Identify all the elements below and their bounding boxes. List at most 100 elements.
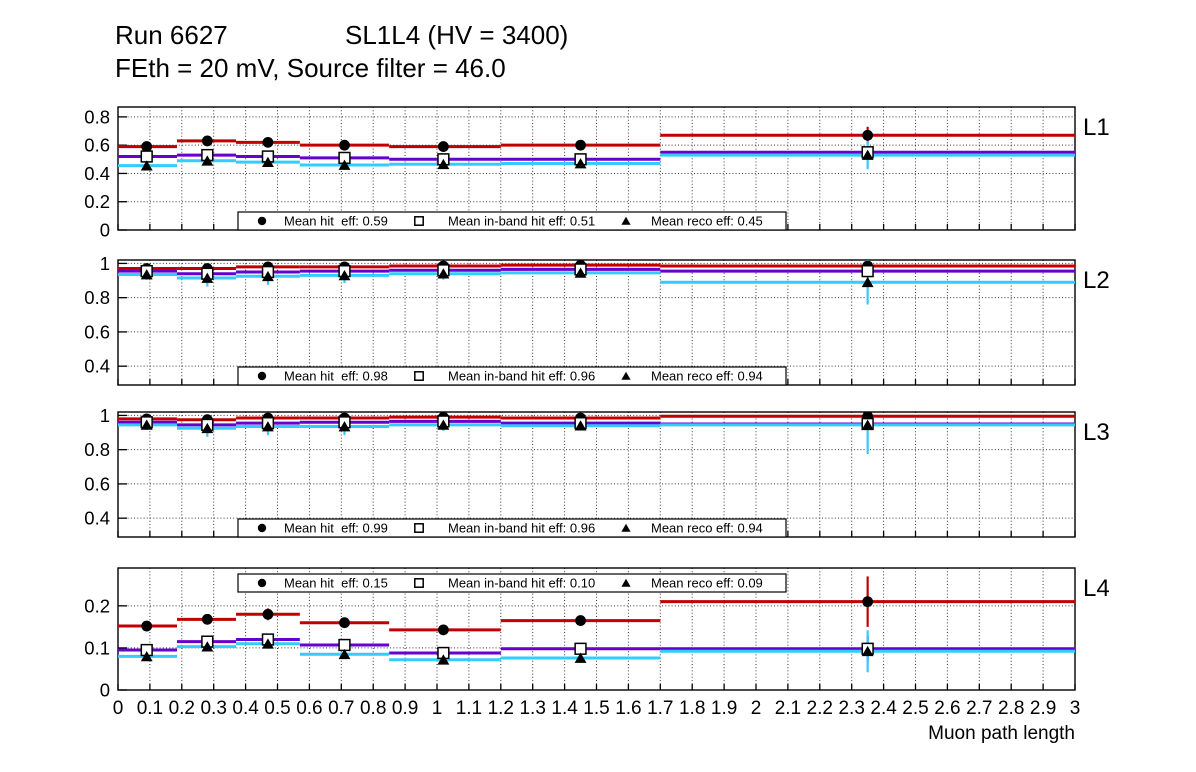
marker-filled-triangle (338, 270, 351, 281)
x-tick-label: 2.4 (870, 698, 897, 719)
y-tick-label: 0.8 (84, 106, 110, 127)
x-tick-label: 0.2 (169, 698, 195, 719)
legend-label: Mean hit eff: 0.98 (284, 369, 388, 384)
x-tick-label: 2.5 (902, 698, 928, 719)
marker-filled-triangle (574, 158, 587, 169)
legend-marker-filled-circle (257, 371, 267, 381)
legend-label: Mean hit eff: 0.99 (284, 521, 388, 536)
legend-marker-filled-triangle (621, 216, 631, 225)
legend-label: Mean reco eff: 0.45 (651, 214, 763, 229)
grid (118, 412, 1075, 537)
marker-filled-triangle (861, 645, 874, 657)
x-tick-label: 1.4 (551, 698, 578, 719)
marker-filled-triangle (437, 419, 450, 430)
page-title-condition: SL1L4 (HV = 3400) (345, 20, 569, 50)
marker-filled-circle (862, 129, 874, 141)
marker-filled-circle (575, 615, 586, 626)
marker-filled-circle (201, 135, 213, 147)
y-tick-label: 0.8 (84, 287, 110, 308)
x-tick-label: 0.5 (264, 698, 290, 719)
x-tick-label: 2.7 (966, 698, 992, 719)
marker-filled-triangle (338, 421, 351, 432)
y-tick-label: 0.4 (84, 508, 110, 529)
marker-filled-triangle (140, 269, 153, 280)
legend-label: Mean in-band hit eff: 0.96 (448, 369, 595, 384)
page-title-run: Run 6627 (115, 20, 228, 50)
x-tick-label: 0 (113, 698, 124, 719)
y-tick-label: 0.8 (84, 439, 110, 460)
marker-open-square (140, 150, 153, 163)
x-tick-label: 1.8 (679, 698, 705, 719)
panel-label-L3: L3 (1083, 419, 1110, 446)
page-subtitle: FEth = 20 mV, Source filter = 46.0 (115, 53, 506, 83)
x-tick-label: 1.2 (488, 698, 514, 719)
x-tick-label: 1.7 (647, 698, 673, 719)
marker-filled-triangle (140, 160, 153, 171)
marker-filled-circle (141, 141, 153, 152)
legend-frame (237, 211, 787, 231)
legend-marker-open-square (414, 523, 424, 533)
marker-filled-triangle (261, 270, 274, 282)
marker-filled-triangle (201, 272, 214, 283)
marker-filled-triangle (574, 267, 587, 278)
x-tick-label: 0.6 (296, 698, 322, 719)
legend-label: Mean in-band hit eff: 0.10 (448, 576, 595, 591)
marker-filled-triangle (261, 421, 274, 432)
x-tick-label: 2.9 (1030, 698, 1056, 719)
marker-filled-circle (437, 141, 449, 152)
marker-filled-triangle (140, 419, 153, 430)
marker-open-square (338, 638, 351, 652)
x-tick-label: 1.9 (711, 698, 737, 719)
axis-ticks (117, 605, 1076, 691)
legend-box: Mean hit eff: 0.98 Mean in-band hit eff: … (237, 366, 787, 386)
legend-marker-open-square (414, 371, 424, 381)
legend-marker-open-square (414, 216, 424, 226)
marker-filled-circle (201, 613, 213, 625)
marker-filled-triangle (140, 650, 153, 662)
x-tick-label: 2.6 (934, 698, 960, 719)
y-tick-label: 0 (100, 220, 110, 241)
marker-filled-triangle (437, 268, 450, 279)
x-axis-title: Muon path length (928, 723, 1075, 744)
x-tick-label: 1 (432, 698, 443, 719)
legend-marker-filled-triangle (621, 523, 631, 532)
x-tick-label: 2.1 (775, 698, 801, 719)
marker-filled-triangle (437, 158, 450, 170)
legend-frame (237, 366, 787, 386)
legend-box: Mean hit eff: 0.15 Mean in-band hit eff: … (237, 573, 787, 593)
marker-filled-triangle (338, 648, 351, 660)
x-tick-label: 0.9 (392, 698, 418, 719)
marker-filled-triangle (861, 419, 874, 430)
marker-filled-circle (339, 139, 350, 151)
marker-layer (140, 129, 874, 171)
y-tick-label: 0.2 (84, 191, 110, 212)
x-tick-label: 0.1 (137, 698, 163, 719)
legend-frame (237, 573, 787, 593)
legend-label: Mean hit eff: 0.15 (284, 576, 388, 591)
x-tick-label: 2 (751, 698, 762, 719)
marker-filled-triangle (437, 654, 450, 665)
x-tick-label: 0.7 (328, 698, 354, 719)
y-tick-label: 1 (100, 253, 110, 274)
marker-open-square (574, 642, 587, 655)
y-tick-label: 0.6 (84, 473, 110, 494)
marker-filled-circle (862, 596, 874, 608)
x-tick-label: 3 (1070, 698, 1081, 719)
x-tick-label: 2.3 (838, 698, 864, 719)
panel-L4: 0 0.1 0.2 Mean hit eff: 0.15 Mean in-band hi… (84, 567, 1110, 701)
legend-marker-filled-triangle (621, 371, 631, 380)
marker-filled-circle (262, 136, 274, 148)
x-tick-label: 0.4 (232, 698, 259, 719)
x-axis: 0 0.1 0.2 0.3 0.4 0.5 0.6 0.7 0.8 0.9 1 1.1 1.2 1.3 1.… (113, 698, 1081, 744)
marker-filled-triangle (574, 420, 587, 431)
grid (118, 260, 1075, 385)
panel-L3: 0.4 0.6 0.8 1 Mean hit eff: 0.99 Mean in-band… (84, 405, 1110, 538)
panel-L2: 0.4 0.6 0.8 1 Mean hit eff: 0.98 Mean in-band… (84, 253, 1110, 386)
y-tick-label: 0.1 (84, 637, 110, 658)
legend-marker-filled-circle (257, 578, 267, 588)
marker-filled-triangle (201, 155, 214, 166)
panel-label-L4: L4 (1083, 575, 1110, 602)
x-tick-label: 1.6 (615, 698, 641, 719)
x-tick-label: 1.1 (456, 698, 482, 719)
